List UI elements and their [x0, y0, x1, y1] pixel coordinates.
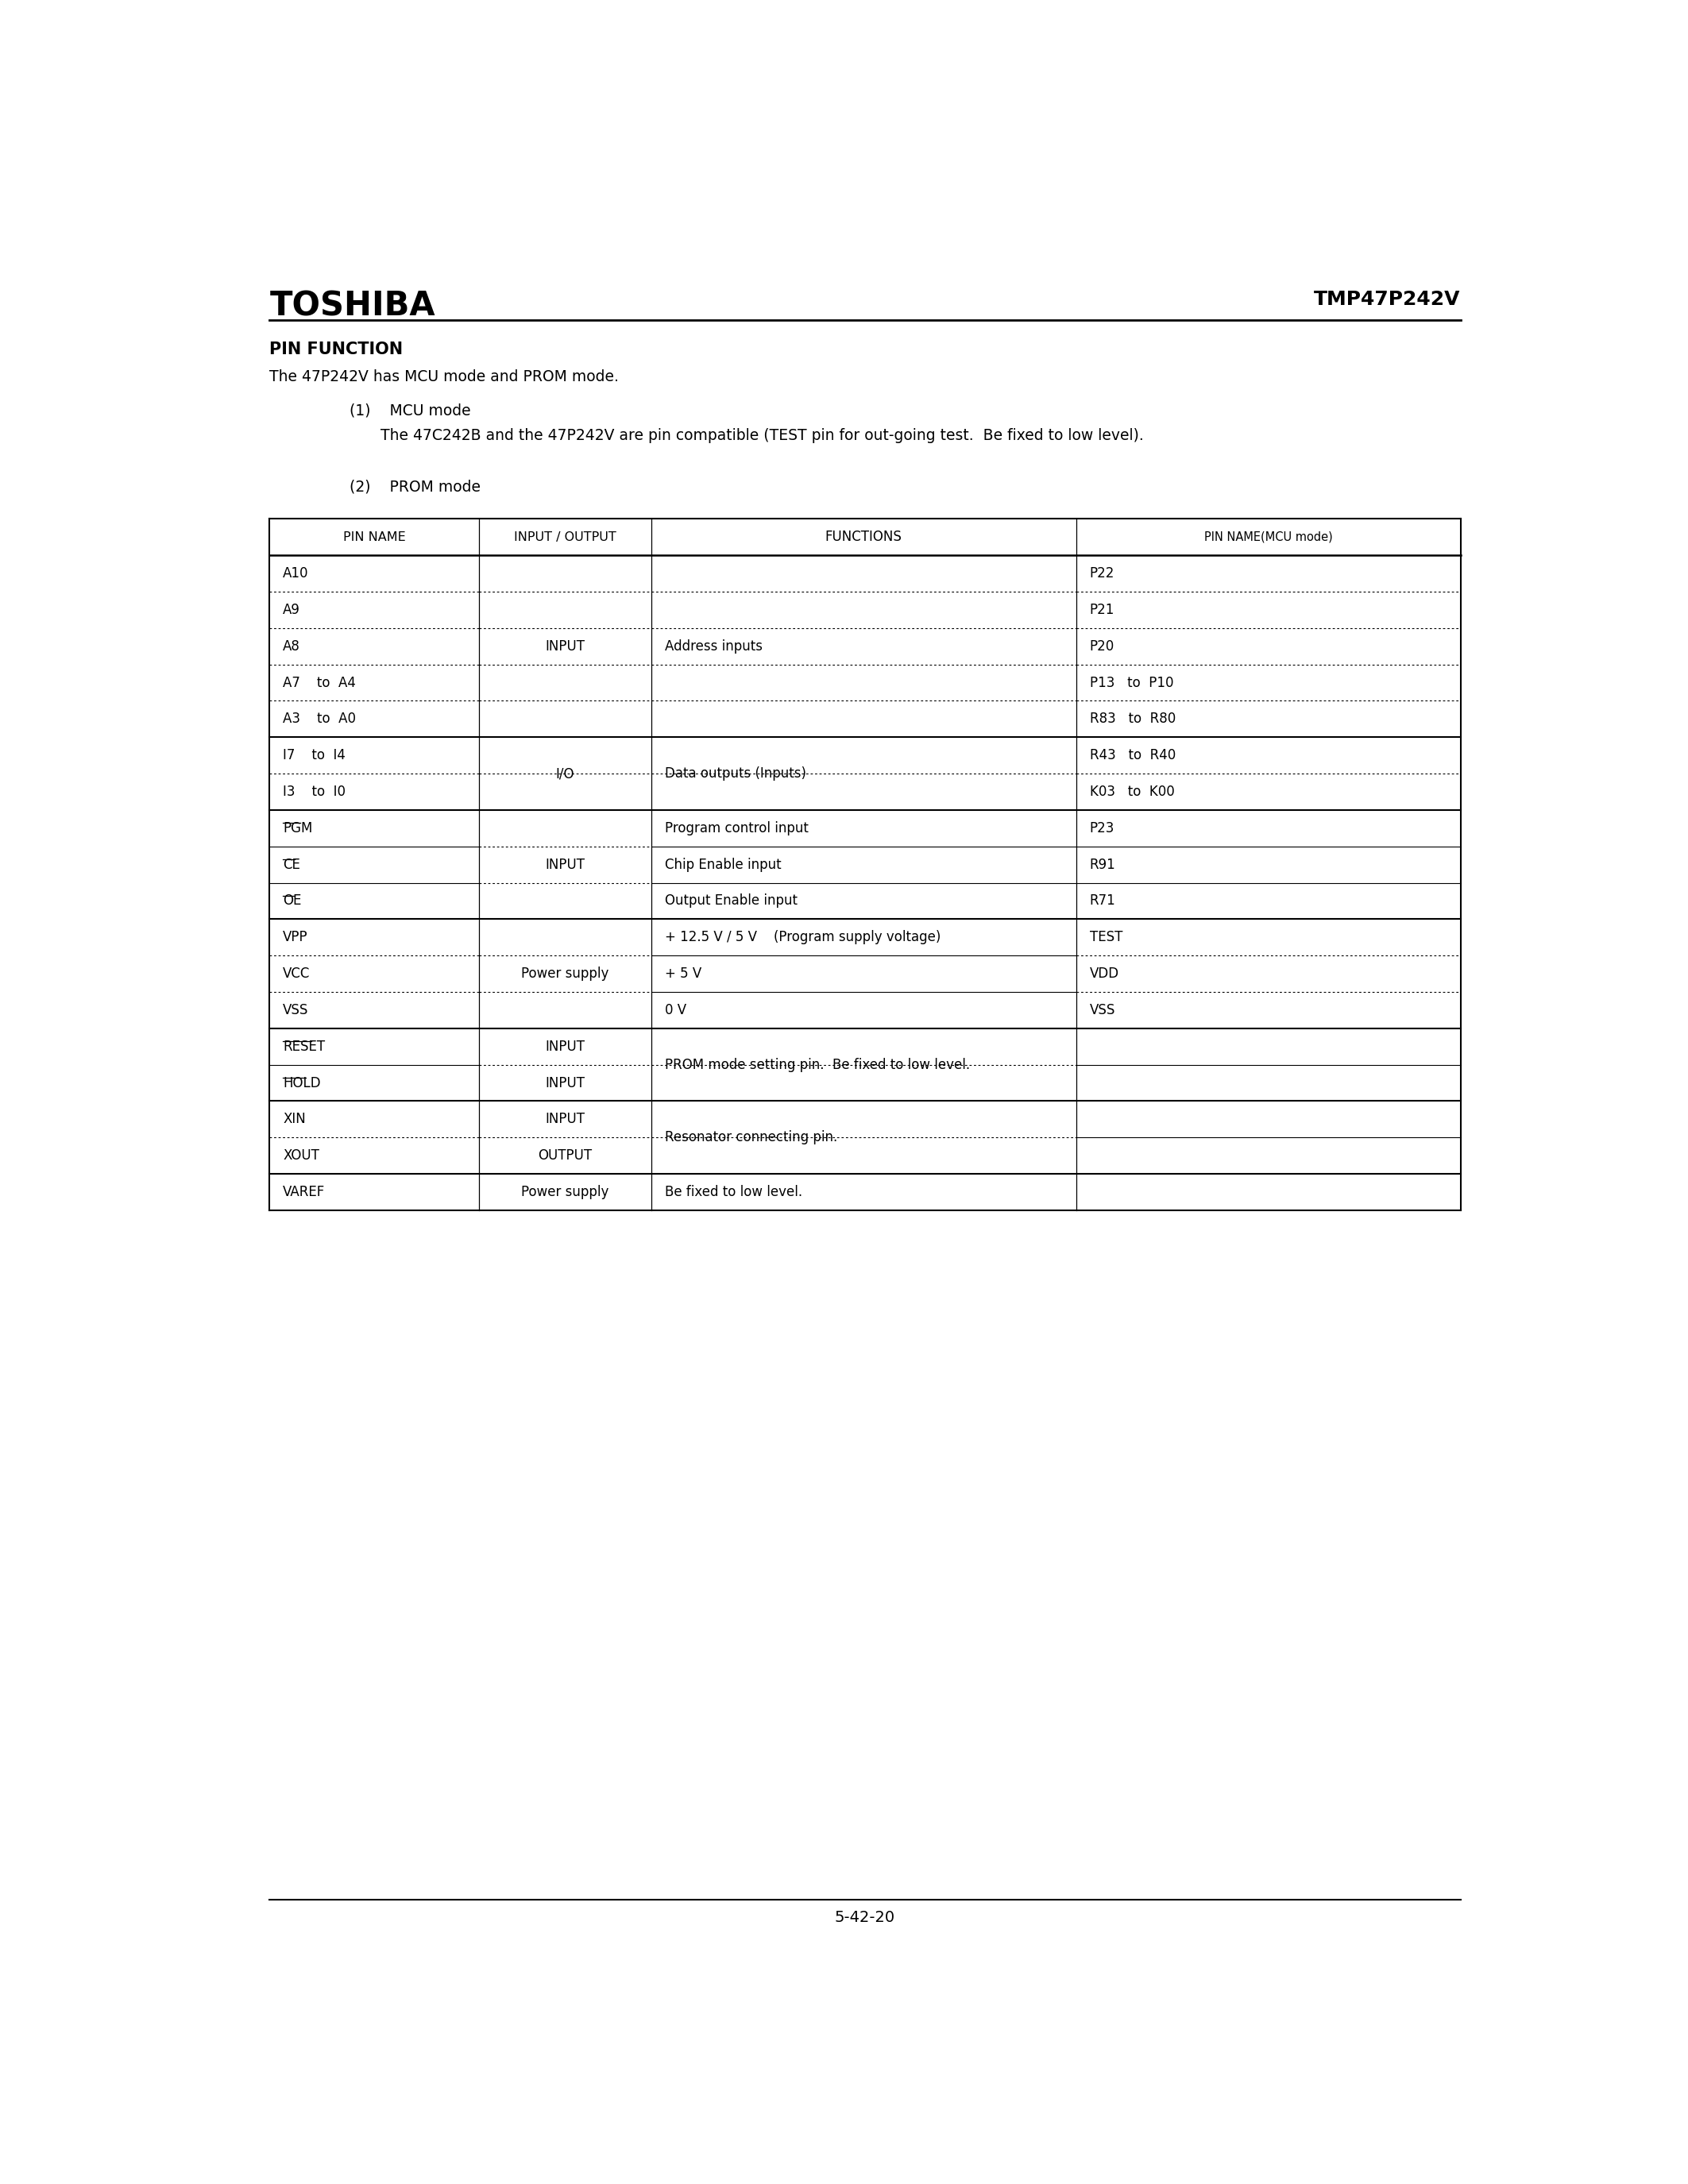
Text: VAREF: VAREF: [284, 1186, 326, 1199]
Text: XIN: XIN: [284, 1112, 306, 1127]
Text: P13   to  P10: P13 to P10: [1089, 675, 1173, 690]
Text: HOLD: HOLD: [284, 1077, 321, 1090]
Text: K03   to  K00: K03 to K00: [1089, 784, 1175, 799]
Text: R43   to  R40: R43 to R40: [1089, 749, 1175, 762]
Text: The 47P242V has MCU mode and PROM mode.: The 47P242V has MCU mode and PROM mode.: [270, 369, 619, 384]
Text: Program control input: Program control input: [665, 821, 809, 834]
Text: VPP: VPP: [284, 930, 309, 943]
Text: P22: P22: [1089, 566, 1114, 581]
Text: P23: P23: [1089, 821, 1114, 834]
Text: VDD: VDD: [1089, 968, 1119, 981]
Text: P20: P20: [1089, 640, 1114, 653]
Text: The 47C242B and the 47P242V are pin compatible (TEST pin for out-going test.  Be: The 47C242B and the 47P242V are pin comp…: [380, 428, 1143, 443]
Text: FUNCTIONS: FUNCTIONS: [825, 531, 901, 544]
Text: I/O: I/O: [555, 767, 574, 780]
Text: R83   to  R80: R83 to R80: [1089, 712, 1175, 727]
Text: + 12.5 V / 5 V    (Program supply voltage): + 12.5 V / 5 V (Program supply voltage): [665, 930, 940, 943]
Text: + 5 V: + 5 V: [665, 968, 702, 981]
Text: VSS: VSS: [284, 1002, 309, 1018]
Text: RESET: RESET: [284, 1040, 326, 1053]
Text: INPUT: INPUT: [545, 1112, 584, 1127]
Text: TOSHIBA: TOSHIBA: [270, 290, 436, 323]
Text: (2)    PROM mode: (2) PROM mode: [349, 478, 481, 494]
Text: VSS: VSS: [1089, 1002, 1116, 1018]
Text: VCC: VCC: [284, 968, 311, 981]
Text: INPUT: INPUT: [545, 1077, 584, 1090]
Text: Power supply: Power supply: [522, 1186, 609, 1199]
Text: XOUT: XOUT: [284, 1149, 319, 1162]
Text: Be fixed to low level.: Be fixed to low level.: [665, 1186, 802, 1199]
Text: CE: CE: [284, 858, 300, 871]
Text: PROM mode setting pin.  Be fixed to low level.: PROM mode setting pin. Be fixed to low l…: [665, 1057, 971, 1072]
Text: INPUT: INPUT: [545, 1040, 584, 1053]
Text: R71: R71: [1089, 893, 1116, 909]
Text: PIN FUNCTION: PIN FUNCTION: [270, 341, 403, 358]
Text: I7    to  I4: I7 to I4: [284, 749, 346, 762]
Text: A9: A9: [284, 603, 300, 618]
Text: PIN NAME(MCU mode): PIN NAME(MCU mode): [1204, 531, 1332, 544]
Text: PGM: PGM: [284, 821, 312, 834]
Text: R91: R91: [1089, 858, 1116, 871]
Text: Power supply: Power supply: [522, 968, 609, 981]
Text: P21: P21: [1089, 603, 1114, 618]
Text: Data outputs (Inputs): Data outputs (Inputs): [665, 767, 807, 780]
Text: 0 V: 0 V: [665, 1002, 687, 1018]
Text: INPUT: INPUT: [545, 640, 584, 653]
Text: Address inputs: Address inputs: [665, 640, 763, 653]
Text: A7    to  A4: A7 to A4: [284, 675, 356, 690]
Text: TMP47P242V: TMP47P242V: [1315, 290, 1460, 308]
Text: I3    to  I0: I3 to I0: [284, 784, 346, 799]
Text: OUTPUT: OUTPUT: [538, 1149, 592, 1162]
Text: Resonator connecting pin.: Resonator connecting pin.: [665, 1131, 837, 1144]
Text: OE: OE: [284, 893, 302, 909]
Text: Output Enable input: Output Enable input: [665, 893, 797, 909]
Text: PIN NAME: PIN NAME: [343, 531, 405, 544]
Text: INPUT / OUTPUT: INPUT / OUTPUT: [513, 531, 616, 544]
Text: A10: A10: [284, 566, 309, 581]
Text: A3    to  A0: A3 to A0: [284, 712, 356, 727]
Text: Chip Enable input: Chip Enable input: [665, 858, 782, 871]
Text: 5-42-20: 5-42-20: [836, 1911, 895, 1926]
Text: (1)    MCU mode: (1) MCU mode: [349, 402, 471, 417]
Text: INPUT: INPUT: [545, 858, 584, 871]
Text: A8: A8: [284, 640, 300, 653]
Text: TEST: TEST: [1089, 930, 1123, 943]
